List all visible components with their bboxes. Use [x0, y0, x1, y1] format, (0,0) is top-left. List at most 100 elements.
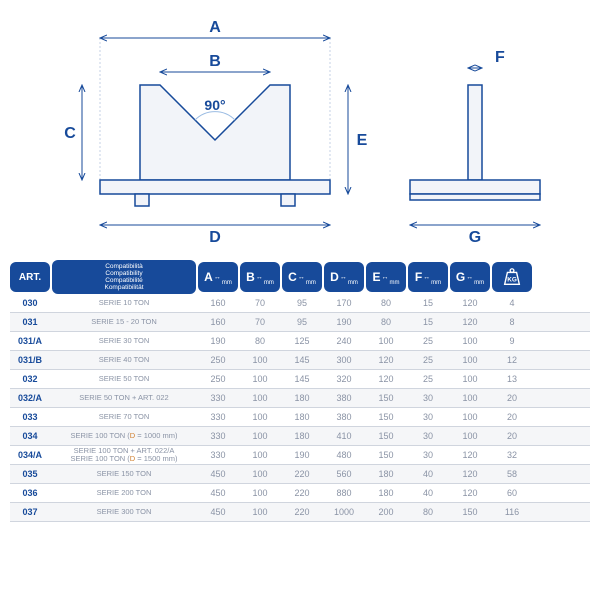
table-row: 035SERIE 150 TON4501002205601804012058 — [10, 465, 590, 484]
value-cell: 25 — [408, 355, 448, 365]
art-cell: 036 — [10, 488, 50, 498]
header-dim-F: F↔mm — [408, 262, 448, 292]
value-cell: 150 — [450, 507, 490, 517]
value-cell: 145 — [282, 355, 322, 365]
compat-cell: SERIE 50 TON + ART. 022 — [52, 394, 196, 402]
value-cell: 70 — [240, 317, 280, 327]
value-cell: 150 — [366, 431, 406, 441]
compat-cell: SERIE 30 TON — [52, 337, 196, 345]
value-cell: 170 — [324, 298, 364, 308]
value-cell: 100 — [450, 355, 490, 365]
compat-cell: SERIE 15 - 20 TON — [52, 318, 196, 326]
value-cell: 80 — [240, 336, 280, 346]
value-cell: 20 — [492, 431, 532, 441]
value-cell: 200 — [366, 507, 406, 517]
art-cell: 034 — [10, 431, 50, 441]
svg-text:KG: KG — [507, 277, 517, 284]
compat-cell: SERIE 100 TON (D = 1000 mm) — [52, 432, 196, 440]
value-cell: 120 — [366, 374, 406, 384]
value-cell: 4 — [492, 298, 532, 308]
value-cell: 120 — [450, 469, 490, 479]
value-cell: 180 — [366, 488, 406, 498]
dim-label-D: D — [209, 229, 221, 246]
value-cell: 220 — [282, 469, 322, 479]
header-dim-A: A↔mm — [198, 262, 238, 292]
header-dim-B: B↔mm — [240, 262, 280, 292]
value-cell: 100 — [240, 431, 280, 441]
value-cell: 100 — [240, 355, 280, 365]
compat-cell: SERIE 40 TON — [52, 356, 196, 364]
value-cell: 450 — [198, 488, 238, 498]
value-cell: 380 — [324, 412, 364, 422]
value-cell: 13 — [492, 374, 532, 384]
value-cell: 20 — [492, 393, 532, 403]
value-cell: 30 — [408, 431, 448, 441]
dim-label-A: A — [209, 19, 221, 36]
value-cell: 100 — [450, 412, 490, 422]
header-dim-C: C↔mm — [282, 262, 322, 292]
table-row: 034SERIE 100 TON (D = 1000 mm)3301001804… — [10, 427, 590, 446]
value-cell: 125 — [282, 336, 322, 346]
table-row: 031/BSERIE 40 TON2501001453001202510012 — [10, 351, 590, 370]
table-row: 037SERIE 300 TON450100220100020080150116 — [10, 503, 590, 522]
value-cell: 70 — [240, 298, 280, 308]
art-cell: 031/B — [10, 355, 50, 365]
value-cell: 300 — [324, 355, 364, 365]
value-cell: 120 — [366, 355, 406, 365]
value-cell: 330 — [198, 412, 238, 422]
value-cell: 160 — [198, 317, 238, 327]
value-cell: 100 — [240, 412, 280, 422]
value-cell: 180 — [282, 412, 322, 422]
value-cell: 15 — [408, 317, 448, 327]
value-cell: 25 — [408, 374, 448, 384]
value-cell: 80 — [366, 317, 406, 327]
value-cell: 880 — [324, 488, 364, 498]
value-cell: 150 — [366, 450, 406, 460]
compat-cell: SERIE 300 TON — [52, 508, 196, 516]
value-cell: 150 — [366, 412, 406, 422]
angle-label: 90° — [204, 97, 225, 113]
header-art: ART. — [10, 262, 50, 292]
value-cell: 250 — [198, 355, 238, 365]
value-cell: 190 — [282, 450, 322, 460]
value-cell: 100 — [450, 431, 490, 441]
value-cell: 180 — [282, 431, 322, 441]
value-cell: 58 — [492, 469, 532, 479]
value-cell: 30 — [408, 450, 448, 460]
value-cell: 30 — [408, 412, 448, 422]
value-cell: 9 — [492, 336, 532, 346]
table-row: 031SERIE 15 - 20 TON160709519080151208 — [10, 313, 590, 332]
value-cell: 480 — [324, 450, 364, 460]
value-cell: 100 — [240, 488, 280, 498]
art-cell: 034/A — [10, 450, 50, 460]
value-cell: 190 — [324, 317, 364, 327]
compat-cell: SERIE 10 TON — [52, 299, 196, 307]
value-cell: 240 — [324, 336, 364, 346]
table-row: 030SERIE 10 TON160709517080151204 — [10, 294, 590, 313]
value-cell: 1000 — [324, 507, 364, 517]
technical-diagram: A B 90° C E D F G — [10, 10, 590, 260]
header-dim-D: D↔mm — [324, 262, 364, 292]
value-cell: 80 — [366, 298, 406, 308]
art-cell: 033 — [10, 412, 50, 422]
table-row: 036SERIE 200 TON4501002208801804012060 — [10, 484, 590, 503]
value-cell: 100 — [240, 507, 280, 517]
dim-label-B: B — [209, 53, 221, 70]
art-cell: 032 — [10, 374, 50, 384]
value-cell: 100 — [450, 393, 490, 403]
art-cell: 037 — [10, 507, 50, 517]
table-row: 033SERIE 70 TON3301001803801503010020 — [10, 408, 590, 427]
table-row: 032SERIE 50 TON2501001453201202510013 — [10, 370, 590, 389]
header-dim-G: G↔mm — [450, 262, 490, 292]
value-cell: 160 — [198, 298, 238, 308]
value-cell: 40 — [408, 469, 448, 479]
compat-cell: SERIE 150 TON — [52, 470, 196, 478]
value-cell: 120 — [450, 317, 490, 327]
value-cell: 116 — [492, 507, 532, 517]
header-dim-E: E↔mm — [366, 262, 406, 292]
table-header-row: ART. Compatibilità Compatibility Compati… — [10, 260, 590, 294]
table-row: 031/ASERIE 30 TON19080125240100251009 — [10, 332, 590, 351]
value-cell: 120 — [450, 298, 490, 308]
compat-cell: SERIE 200 TON — [52, 489, 196, 497]
dim-label-F: F — [495, 49, 505, 66]
